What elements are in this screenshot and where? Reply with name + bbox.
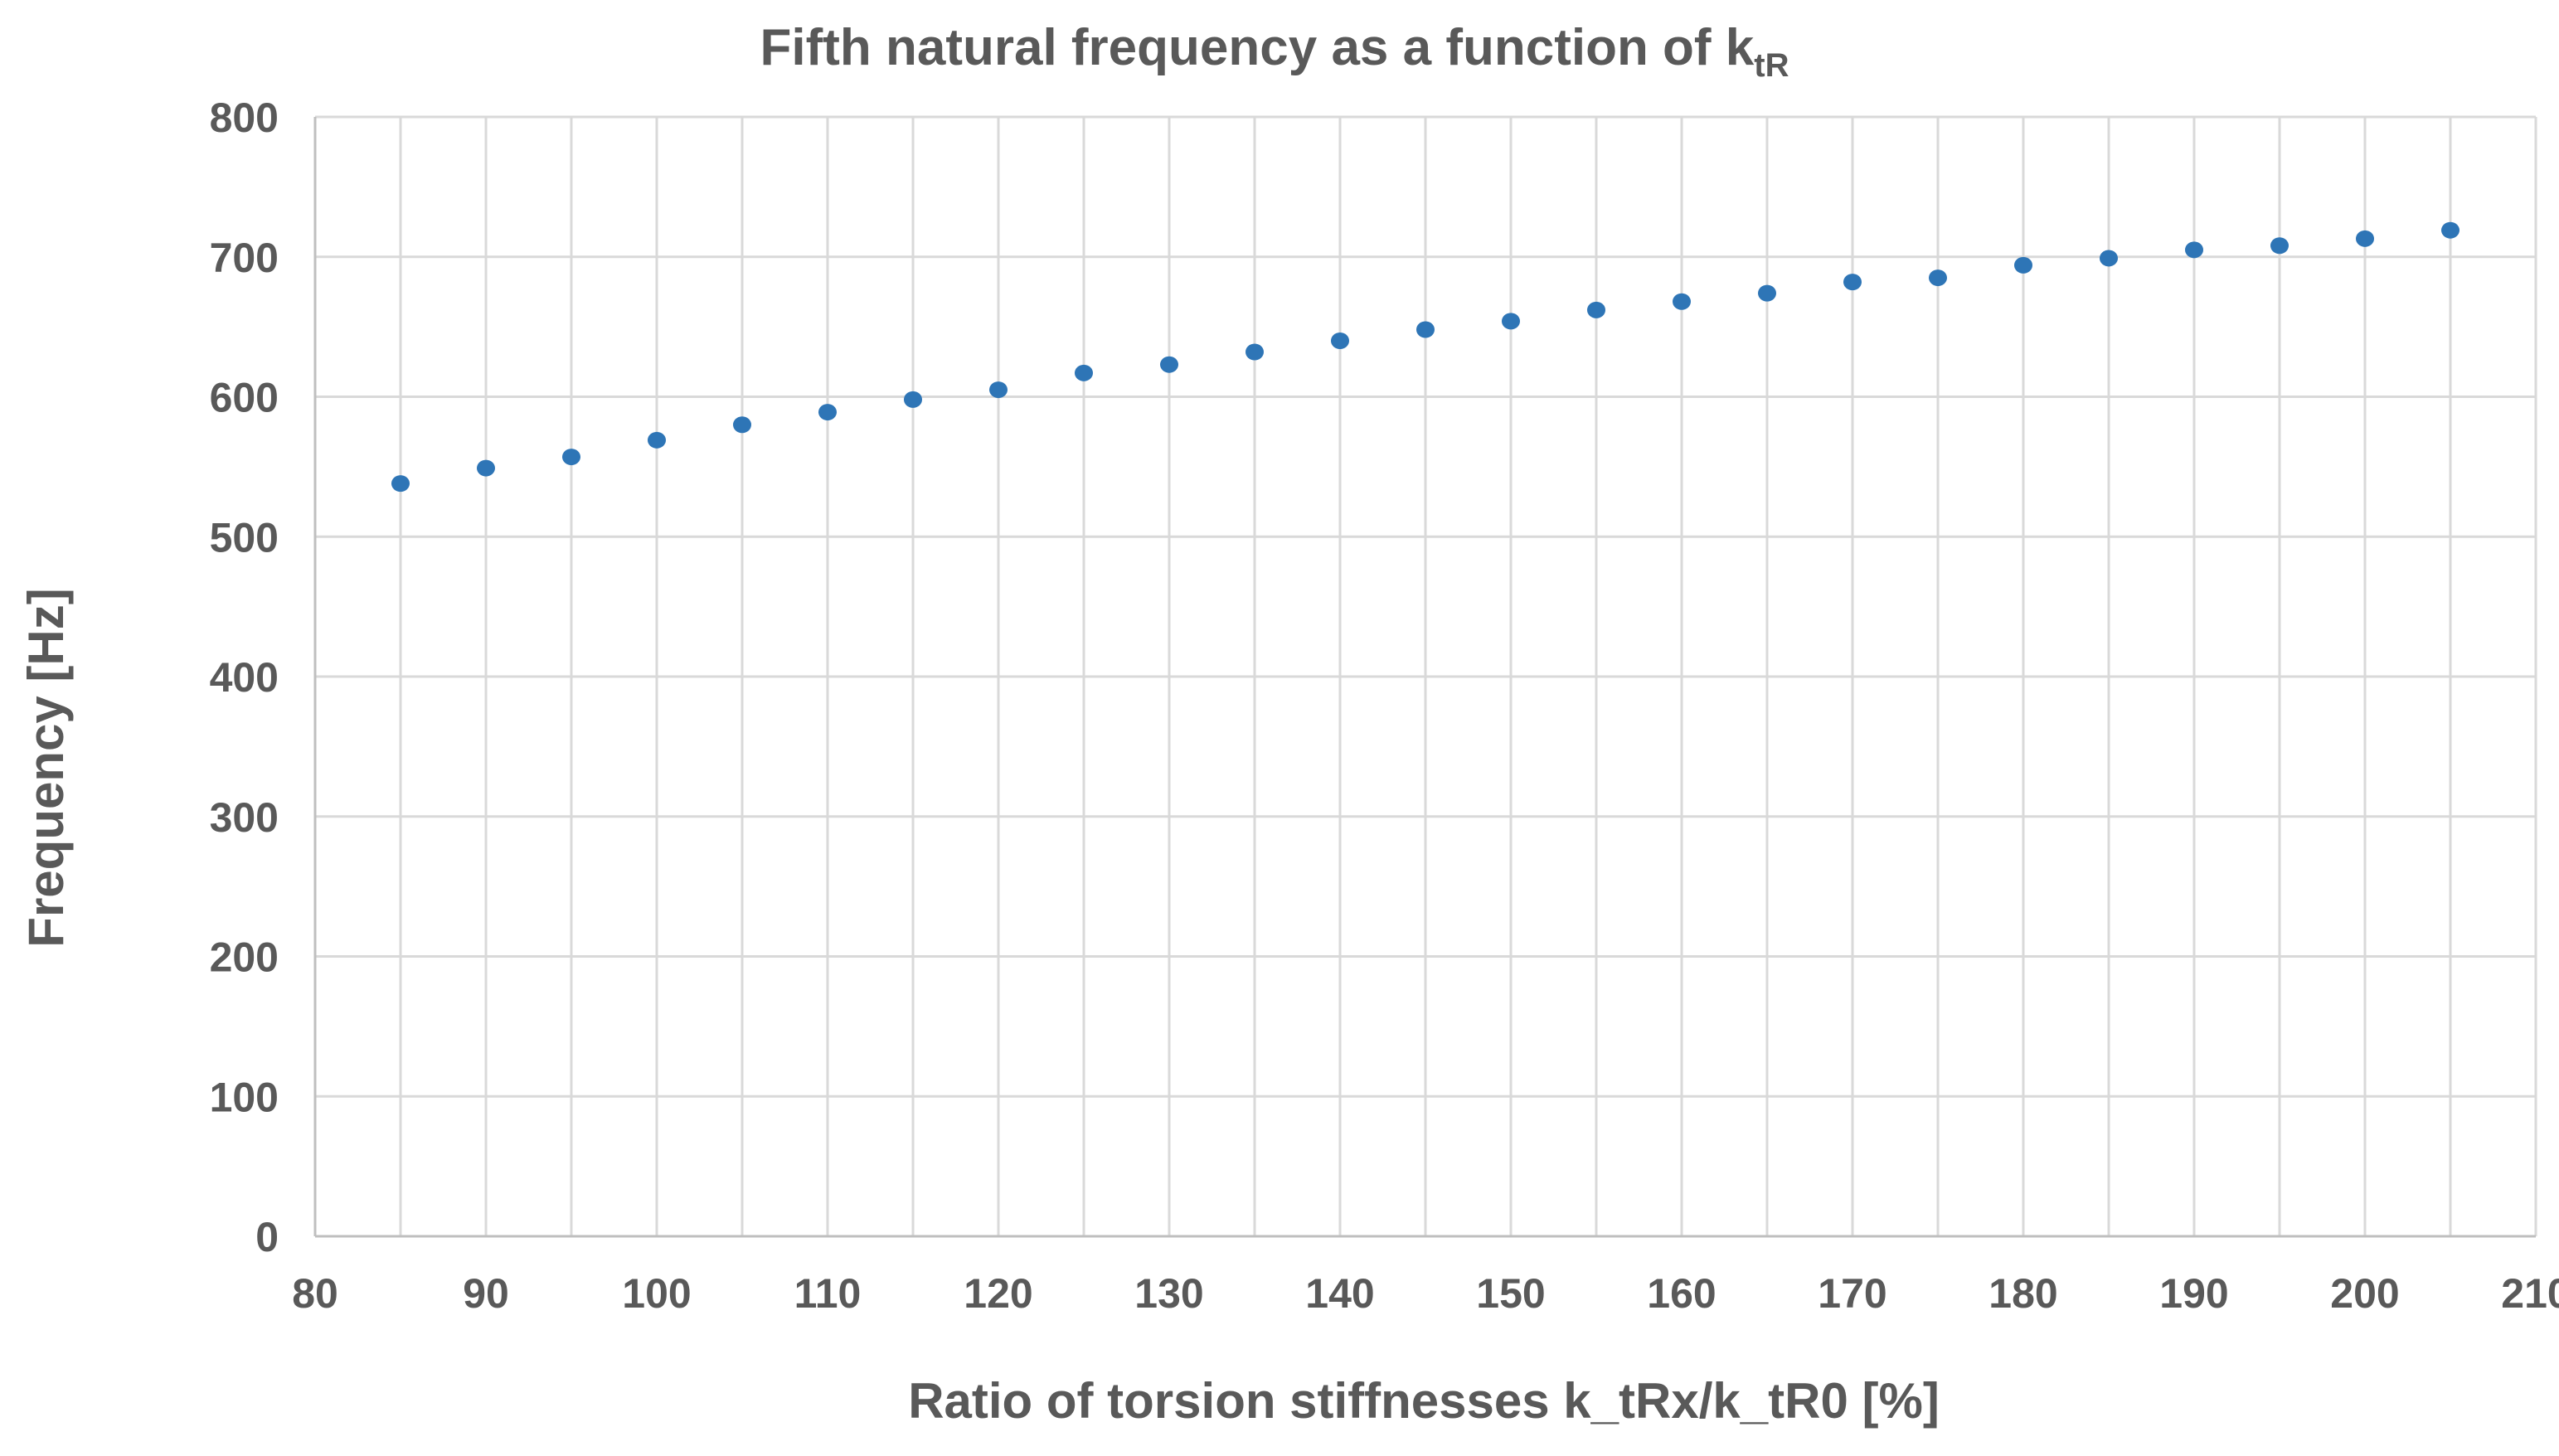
data-point xyxy=(1416,321,1435,338)
y-tick-label: 100 xyxy=(210,1074,279,1120)
x-tick-label: 160 xyxy=(1647,1270,1716,1317)
data-point xyxy=(2441,221,2459,239)
x-axis-title: Ratio of torsion stiffnesses k_tRx/k_tR0… xyxy=(908,1373,1940,1429)
data-point xyxy=(818,404,837,421)
x-tick-label: 100 xyxy=(622,1270,691,1317)
data-point xyxy=(2270,237,2289,255)
x-tick-label: 200 xyxy=(2330,1270,2399,1317)
data-point xyxy=(1075,364,1093,381)
data-point xyxy=(2100,250,2118,267)
y-tick-label: 500 xyxy=(210,514,279,561)
x-tick-label: 140 xyxy=(1305,1270,1374,1317)
y-tick-label: 700 xyxy=(210,235,279,281)
chart-title: Fifth natural frequency as a function of… xyxy=(760,19,1789,84)
data-point xyxy=(989,381,1008,399)
data-point xyxy=(1331,332,1349,349)
y-tick-label: 600 xyxy=(210,375,279,421)
axes xyxy=(313,117,2536,1238)
data-point xyxy=(1587,301,1605,318)
x-tick-label: 190 xyxy=(2159,1270,2228,1317)
data-point xyxy=(1758,284,1776,302)
x-tick-label: 210 xyxy=(2501,1270,2559,1317)
data-point xyxy=(733,416,751,434)
x-tick-label: 130 xyxy=(1134,1270,1203,1317)
data-point xyxy=(648,431,666,449)
chart-title-main: Fifth natural frequency as a function of… xyxy=(760,19,1754,76)
data-point xyxy=(1673,293,1691,310)
y-axis-title: Frequency [Hz] xyxy=(18,588,74,947)
y-tick-label: 200 xyxy=(210,934,279,981)
data-point xyxy=(1929,269,1947,287)
data-point xyxy=(904,391,922,408)
x-tick-label: 150 xyxy=(1476,1270,1545,1317)
grid xyxy=(315,115,2537,1236)
data-points xyxy=(391,221,2459,493)
x-tick-label: 110 xyxy=(794,1270,862,1317)
data-point xyxy=(2356,230,2374,247)
y-tick-label: 800 xyxy=(210,95,279,141)
x-tick-label: 170 xyxy=(1818,1270,1886,1317)
x-tick-label: 80 xyxy=(292,1270,338,1317)
x-tick-label: 180 xyxy=(1988,1270,2057,1317)
y-tick-label: 300 xyxy=(210,794,279,841)
x-tick-label: 120 xyxy=(964,1270,1032,1317)
data-point xyxy=(1502,313,1520,330)
data-point xyxy=(1160,356,1178,373)
y-tick-label: 0 xyxy=(255,1214,279,1260)
data-point xyxy=(391,475,410,493)
data-point xyxy=(1246,343,1264,361)
data-point xyxy=(1843,274,1862,291)
data-point xyxy=(2014,256,2032,274)
chart-title-subscript: tR xyxy=(1754,47,1789,84)
x-tick-label: 90 xyxy=(463,1270,509,1317)
data-point xyxy=(2185,241,2203,259)
y-tick-label: 400 xyxy=(210,654,279,701)
data-point xyxy=(562,449,580,466)
tick-labels: 0 100 200 300 400 500 600 700 800 80 90 100 110 120 13… xyxy=(210,95,2559,1317)
data-point xyxy=(477,459,495,477)
